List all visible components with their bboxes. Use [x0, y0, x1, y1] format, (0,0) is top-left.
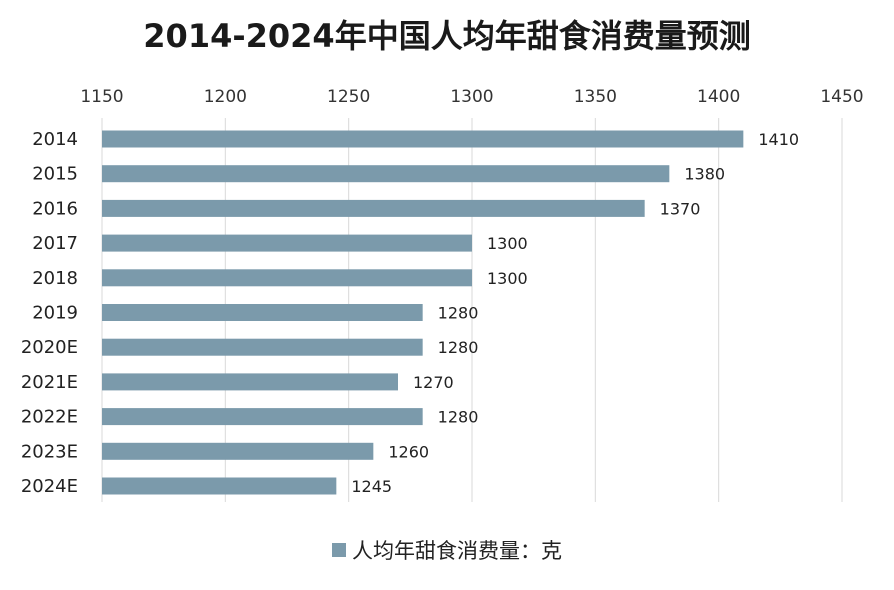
bar	[102, 234, 472, 252]
category-label: 2024E	[21, 476, 78, 497]
bars	[102, 130, 744, 495]
data-label: 1280	[438, 304, 479, 323]
x-axis-tick-labels: 1150 1200 1250 1300 1350 1400 1450	[80, 87, 863, 107]
bar	[102, 130, 744, 148]
bar	[102, 477, 337, 495]
category-labels: 2014 2015 2016 2017 2018 2019 2020E 2021E 2022E 2…	[21, 129, 78, 497]
data-label: 1300	[487, 269, 528, 288]
legend-label: 人均年甜食消费量：克	[352, 539, 562, 563]
category-label: 2022E	[21, 407, 78, 428]
bar	[102, 304, 423, 321]
category-label: 2017	[32, 233, 78, 254]
data-label: 1280	[438, 408, 479, 427]
x-tick-label: 1150	[80, 87, 123, 107]
data-label: 1260	[388, 442, 429, 461]
category-label: 2015	[32, 164, 78, 185]
category-label: 2018	[32, 268, 78, 289]
bar	[102, 373, 398, 391]
category-label: 2016	[32, 198, 78, 219]
x-tick-label: 1400	[697, 87, 740, 107]
bar	[102, 408, 423, 426]
bar	[102, 442, 374, 460]
bar	[102, 165, 670, 183]
bar	[102, 269, 472, 287]
category-label: 2023E	[21, 441, 78, 462]
x-tick-label: 1350	[574, 87, 617, 107]
data-label: 1280	[438, 338, 479, 357]
data-label: 1370	[660, 199, 701, 218]
x-tick-label: 1250	[327, 87, 370, 107]
data-label: 1410	[758, 130, 799, 149]
category-label: 2014	[32, 129, 78, 150]
data-label: 1380	[684, 165, 725, 184]
x-tick-label: 1200	[204, 87, 247, 107]
bar	[102, 338, 423, 356]
category-label: 2019	[32, 303, 78, 324]
category-label: 2020E	[21, 337, 78, 358]
data-label: 1300	[487, 234, 528, 253]
legend-swatch	[332, 543, 346, 557]
data-label: 1270	[413, 373, 454, 392]
x-tick-label: 1300	[450, 87, 493, 107]
data-label: 1245	[351, 477, 392, 496]
category-label: 2021E	[21, 372, 78, 393]
data-labels: 1410 1380 1370 1300 1300 1280 1280 1270 1280 1260…	[351, 130, 799, 496]
x-tick-label: 1450	[820, 87, 863, 107]
legend: 人均年甜食消费量：克	[0, 536, 894, 566]
chart-title: 2014-2024年中国人均年甜食消费量预测	[143, 17, 751, 55]
bar	[102, 199, 645, 217]
